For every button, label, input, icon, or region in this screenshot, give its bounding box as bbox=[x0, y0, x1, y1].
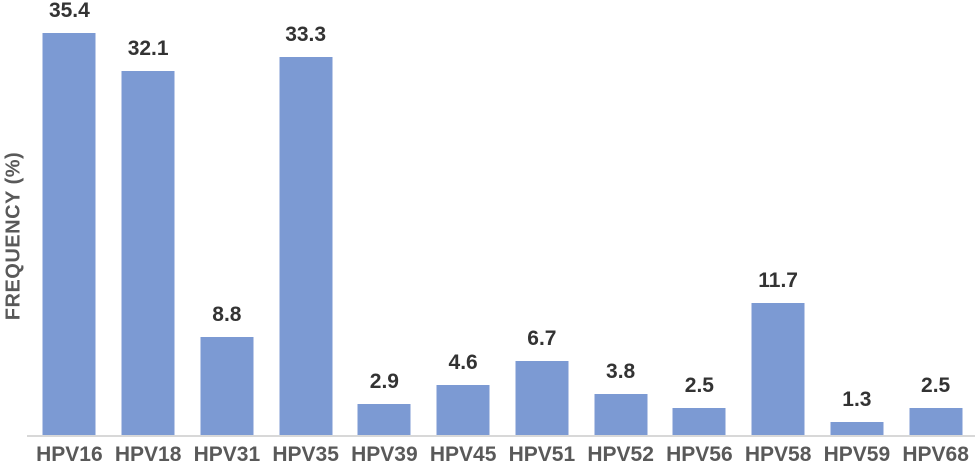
bar-value-label-hpv58: 11.7 bbox=[758, 269, 798, 292]
bar-hpv52 bbox=[594, 394, 648, 437]
x-axis-label-hpv45: HPV45 bbox=[429, 443, 497, 466]
bar-slot: 6.7 bbox=[503, 33, 582, 437]
bar-value-label-hpv59: 1.3 bbox=[842, 388, 872, 411]
x-axis-label-hpv59: HPV59 bbox=[823, 443, 891, 466]
x-axis-label-hpv56: HPV56 bbox=[666, 443, 733, 466]
bar-hpv45 bbox=[436, 385, 490, 437]
x-axis-label-hpv35: HPV35 bbox=[272, 443, 339, 466]
bar-slot: 2.9 bbox=[345, 33, 424, 437]
bar-value-label-hpv31: 8.8 bbox=[212, 303, 242, 326]
bar-value-label-hpv56: 2.5 bbox=[684, 374, 714, 397]
bar-value-label-hpv39: 2.9 bbox=[369, 370, 399, 393]
bar-hpv35 bbox=[279, 57, 333, 437]
bar-slot: 32.1 bbox=[109, 33, 188, 437]
x-axis-label-hpv68: HPV68 bbox=[902, 443, 969, 466]
bars-container: 35.4 32.1 8.8 33.3 2.9 4.6 6.7 3.8 2.5 11.7 1.3 2.5 bbox=[30, 0, 975, 437]
bar-hpv51 bbox=[515, 361, 569, 437]
bar-slot: 33.3 bbox=[266, 24, 345, 437]
bar-value-label-hpv16: 35.4 bbox=[48, 0, 90, 22]
bar-slot: 1.3 bbox=[818, 33, 897, 437]
y-axis-title: FREQUENCY (%) bbox=[2, 151, 25, 321]
bar-value-label-hpv45: 4.6 bbox=[448, 351, 478, 374]
x-axis-label-hpv52: HPV52 bbox=[587, 443, 654, 466]
bar-slot: 2.5 bbox=[660, 33, 739, 437]
bar-slot: 4.6 bbox=[424, 33, 503, 437]
bar-hpv18 bbox=[121, 71, 175, 437]
x-axis-label-hpv16: HPV16 bbox=[36, 443, 103, 466]
bar-hpv68 bbox=[909, 408, 963, 437]
x-axis-label-hpv18: HPV18 bbox=[114, 443, 182, 466]
bar-value-label-hpv52: 3.8 bbox=[606, 360, 636, 383]
bar-value-label-hpv68: 2.5 bbox=[921, 374, 951, 397]
bar-hpv59 bbox=[830, 422, 884, 437]
bar-slot: 35.4 bbox=[30, 0, 109, 437]
bar-hpv56 bbox=[672, 408, 726, 437]
plot-area: 35.4 32.1 8.8 33.3 2.9 4.6 6.7 3.8 2.5 11.7 1.3 2.5 bbox=[27, 0, 975, 437]
bar-value-label-hpv18: 32.1 bbox=[127, 37, 169, 60]
x-axis-label-hpv39: HPV39 bbox=[351, 443, 418, 466]
bar-hpv39 bbox=[357, 404, 411, 437]
bar-slot: 3.8 bbox=[581, 33, 660, 437]
x-axis-labels: HPV16 HPV18 HPV31 HPV35 HPV39 HPV45 HPV51 HPV52… bbox=[30, 443, 975, 466]
bar-hpv31 bbox=[200, 337, 254, 437]
bar-hpv58 bbox=[751, 303, 805, 437]
bar-slot: 11.7 bbox=[739, 33, 818, 437]
bar-hpv16 bbox=[42, 33, 96, 437]
bar-value-label-hpv51: 6.7 bbox=[527, 327, 557, 350]
bar-slot: 2.5 bbox=[896, 33, 975, 437]
x-axis-label-hpv58: HPV58 bbox=[744, 443, 812, 466]
bar-slot: 8.8 bbox=[188, 33, 267, 437]
x-axis-label-hpv51: HPV51 bbox=[508, 443, 576, 466]
x-axis-line bbox=[27, 435, 975, 437]
x-axis-label-hpv31: HPV31 bbox=[193, 443, 261, 466]
bar-value-label-hpv35: 33.3 bbox=[285, 23, 327, 46]
